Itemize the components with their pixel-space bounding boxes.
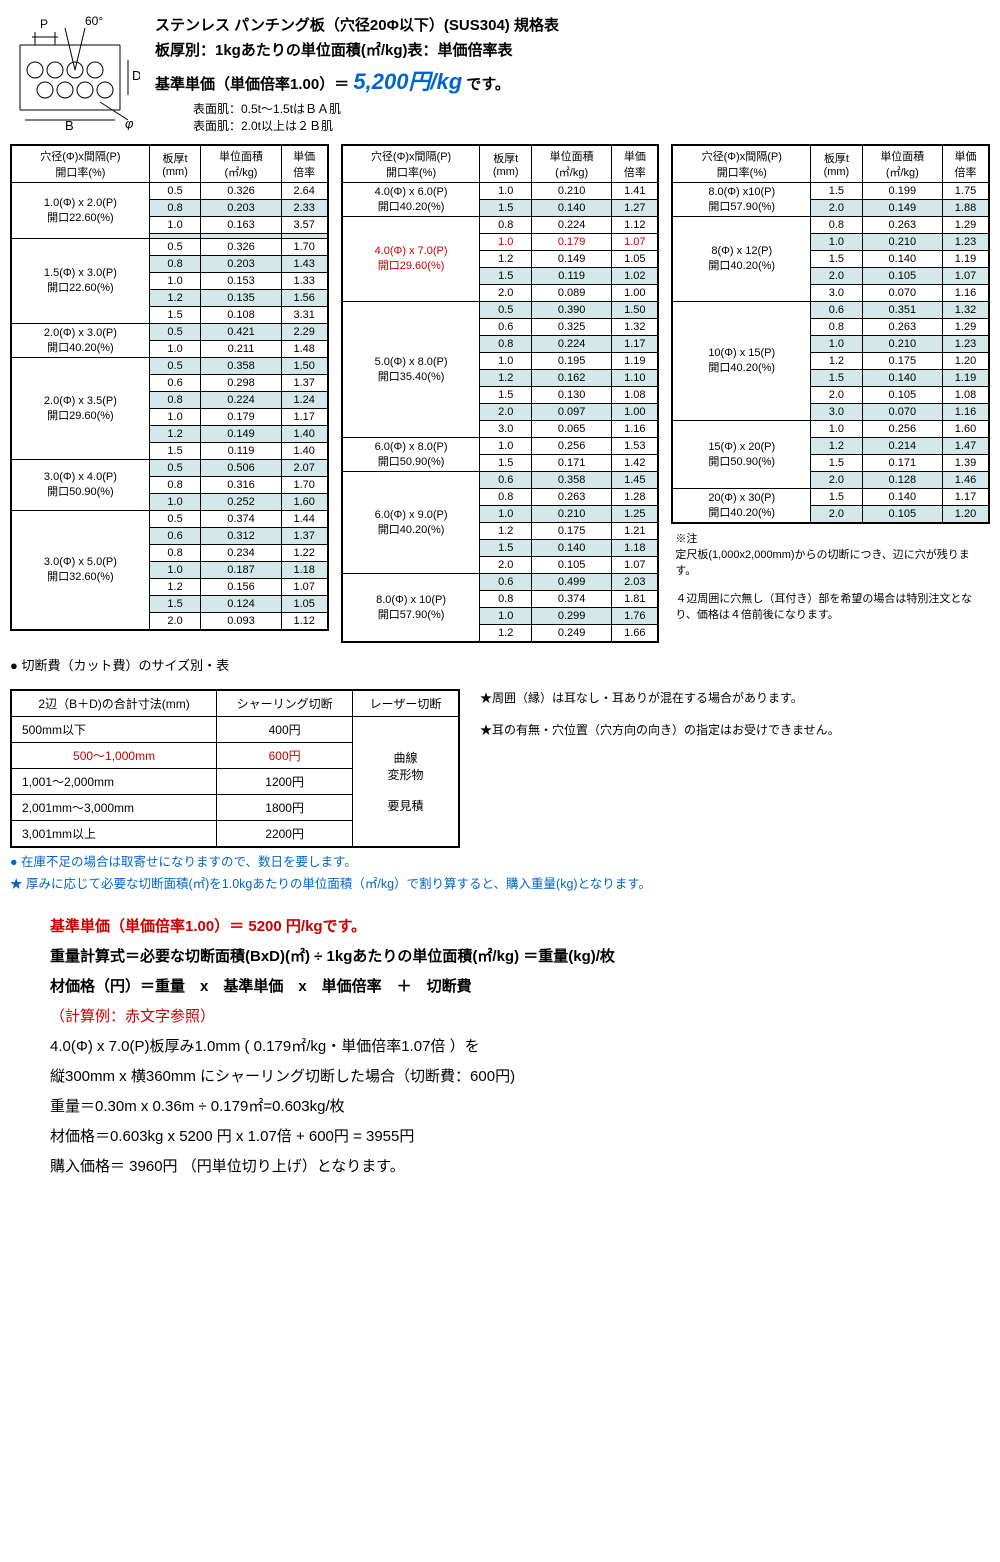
cut-cost-table: 2辺（B＋D)の合計寸法(mm)シャーリング切断レーザー切断500mm以下400… (10, 689, 460, 848)
table-row: 20(Φ) x 30(P)開口40.20(%)1.50.1401.17 (672, 489, 989, 506)
table-row: 8.0(Φ) x10(P)開口57.90(%)1.50.1991.75 (672, 183, 989, 200)
table-row: 8(Φ) x 12(P)開口40.20(%)0.80.2631.29 (672, 217, 989, 234)
table-row: 2.0(Φ) x 3.5(P)開口29.60(%)0.50.3581.50 (11, 358, 328, 375)
calculation-example: 基準単価（単価倍率1.00）＝ 5200 円/kgです。 重量計算式＝必要な切断… (50, 912, 950, 1182)
base-price-line: 基準単価（単価倍率1.00）＝ 5,200円/kg です。 (155, 64, 990, 96)
table-row: 6.0(Φ) x 8.0(P)開口50.90(%)1.00.2561.53 (342, 438, 659, 455)
base-price: 5,200円/kg (353, 69, 462, 94)
surface-note-2: 表面肌：2.0t以上は２Ｂ肌 (193, 117, 990, 134)
cut-title: ● 切断費（カット費）のサイズ別・表 (10, 655, 990, 674)
spec-table-3: 穴径(Φ)x間隔(P)開口率(%)板厚t(mm)単位面積(㎡/kg)単価倍率8.… (671, 144, 990, 524)
title-2: 板厚別：1kgあたりの単位面積(㎡/kg)表：単価倍率表 (155, 39, 990, 60)
calc-note: ★ 厚みに応じて必要な切断面積(㎡)を1.0kgあたりの単位面積（㎡/kg）で割… (10, 873, 990, 892)
svg-text:B: B (65, 118, 74, 130)
svg-text:φ: φ (125, 116, 134, 130)
punching-diagram: P 60° D φ B (10, 10, 140, 130)
table-row: 10(Φ) x 15(P)開口40.20(%)0.60.3511.32 (672, 302, 989, 319)
spec-tables: 穴径(Φ)x間隔(P)開口率(%)板厚t(mm)単位面積(㎡/kg)単価倍率1.… (10, 144, 990, 643)
table-row: 15(Φ) x 20(P)開口50.90(%)1.00.2561.60 (672, 421, 989, 438)
table-row: 4.0(Φ) x 7.0(P)開口29.60(%)0.80.2241.12 (342, 217, 659, 234)
table-row: 5.0(Φ) x 8.0(P)開口35.40(%)0.50.3901.50 (342, 302, 659, 319)
table-row: 6.0(Φ) x 9.0(P)開口40.20(%)0.60.3581.45 (342, 472, 659, 489)
spec-table-2: 穴径(Φ)x間隔(P)開口率(%)板厚t(mm)単位面積(㎡/kg)単価倍率4.… (341, 144, 660, 643)
title-1: ステンレス パンチング板（穴径20Φ以下）(SUS304) 規格表 (155, 14, 990, 35)
svg-text:D: D (132, 68, 140, 83)
table-row: 3.0(Φ) x 5.0(P)開口32.60(%)0.50.3741.44 (11, 511, 328, 528)
svg-text:60°: 60° (85, 14, 103, 28)
table-row: 4.0(Φ) x 6.0(P)開口40.20(%)1.00.2101.41 (342, 183, 659, 200)
table-row: 3.0(Φ) x 4.0(P)開口50.90(%)0.50.5062.07 (11, 460, 328, 477)
cut-row: 500mm以下400円曲線 変形物 要見積 (11, 717, 459, 743)
cut-notes: ★周囲（縁）は耳なし・耳ありが混在する場合があります。 ★耳の有無・穴位置（穴方… (480, 689, 990, 848)
table-row: 1.5(Φ) x 3.0(P)開口22.60(%)0.50.3261.70 (11, 239, 328, 256)
spec-table-1: 穴径(Φ)x間隔(P)開口率(%)板厚t(mm)単位面積(㎡/kg)単価倍率1.… (10, 144, 329, 631)
table-row: 2.0(Φ) x 3.0(P)開口40.20(%)0.50.4212.29 (11, 324, 328, 341)
title-block: ステンレス パンチング板（穴径20Φ以下）(SUS304) 規格表 板厚別：1k… (155, 10, 990, 134)
surface-note-1: 表面肌：0.5t～1.5tはＢＡ肌 (193, 100, 990, 117)
header: P 60° D φ B ステンレス パンチング板（穴径20Φ以下）(SUS304… (10, 10, 990, 134)
stock-note: ● 在庫不足の場合は取寄せになりますので、数日を要します。 (10, 851, 990, 870)
svg-text:P: P (40, 17, 48, 31)
footnote: ※注 定尺板(1,000x2,000mm)からの切断につき、辺に穴が残ります。 … (671, 524, 990, 628)
table-row: 1.0(Φ) x 2.0(P)開口22.60(%)0.50.3262.64 (11, 183, 328, 200)
table-row: 8.0(Φ) x 10(P)開口57.90(%)0.60.4992.03 (342, 574, 659, 591)
